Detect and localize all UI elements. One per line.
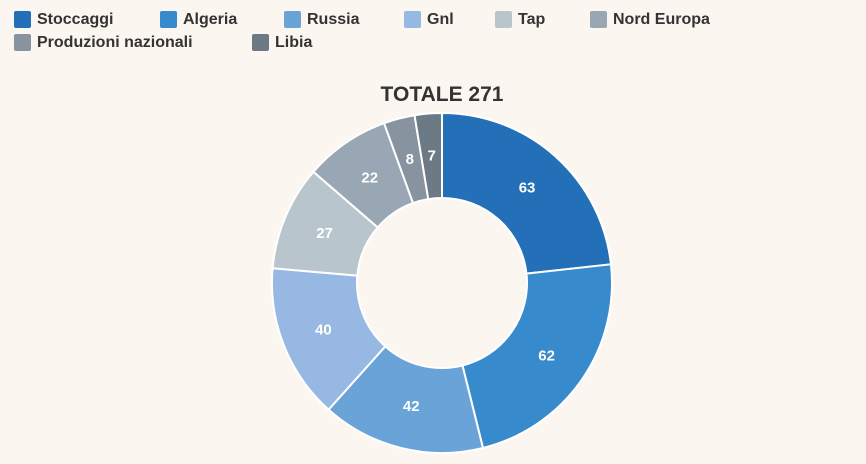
chart-title: TOTALE 271 (380, 83, 504, 106)
legend-row-2: Produzioni nazionali Libia (14, 31, 854, 54)
legend-label-tap: Tap (518, 10, 546, 28)
legend-swatch-libia (252, 34, 269, 51)
legend-swatch-gnl (404, 11, 421, 28)
legend-label-produzioni-nazionali: Produzioni nazionali (37, 33, 193, 51)
legend-swatch-russia (284, 11, 301, 28)
legend-label-stoccaggi: Stoccaggi (37, 10, 114, 28)
legend-item-russia[interactable]: Russia (284, 11, 404, 29)
slice-label-tap: 27 (316, 225, 333, 242)
slice-label-stoccaggi: 63 (519, 180, 536, 197)
legend-swatch-tap (495, 11, 512, 28)
legend: Stoccaggi Algeria Russia Gnl Tap Nord Eu… (14, 8, 854, 54)
legend-item-stoccaggi[interactable]: Stoccaggi (14, 11, 160, 29)
legend-item-nord-europa[interactable]: Nord Europa (590, 11, 710, 29)
slice-label-produzioni-nazionali: 8 (406, 151, 414, 168)
legend-label-libia: Libia (275, 33, 313, 51)
slice-label-gnl: 40 (315, 321, 332, 338)
slice-label-algeria: 62 (538, 347, 555, 364)
slice-algeria[interactable] (461, 263, 613, 450)
legend-item-gnl[interactable]: Gnl (404, 11, 495, 29)
legend-label-russia: Russia (307, 10, 360, 28)
legend-label-algeria: Algeria (183, 10, 238, 28)
legend-item-libia[interactable]: Libia (252, 34, 312, 52)
legend-row-1: Stoccaggi Algeria Russia Gnl Tap Nord Eu… (14, 8, 854, 31)
legend-swatch-stoccaggi (14, 11, 31, 28)
slice-libia[interactable] (413, 111, 443, 201)
legend-swatch-algeria (160, 11, 177, 28)
slice-label-nord-europa: 22 (361, 169, 378, 186)
legend-swatch-produzioni-nazionali (14, 34, 31, 51)
legend-label-nord-europa: Nord Europa (613, 10, 710, 28)
slice-label-russia: 42 (403, 398, 420, 415)
legend-item-tap[interactable]: Tap (495, 11, 590, 29)
slice-stoccaggi[interactable] (441, 111, 613, 275)
legend-label-gnl: Gnl (427, 10, 454, 28)
slice-label-libia: 7 (427, 147, 435, 164)
legend-item-algeria[interactable]: Algeria (160, 11, 284, 29)
legend-item-produzioni-nazionali[interactable]: Produzioni nazionali (14, 34, 252, 52)
legend-swatch-nord-europa (590, 11, 607, 28)
slice-russia[interactable] (327, 344, 485, 454)
